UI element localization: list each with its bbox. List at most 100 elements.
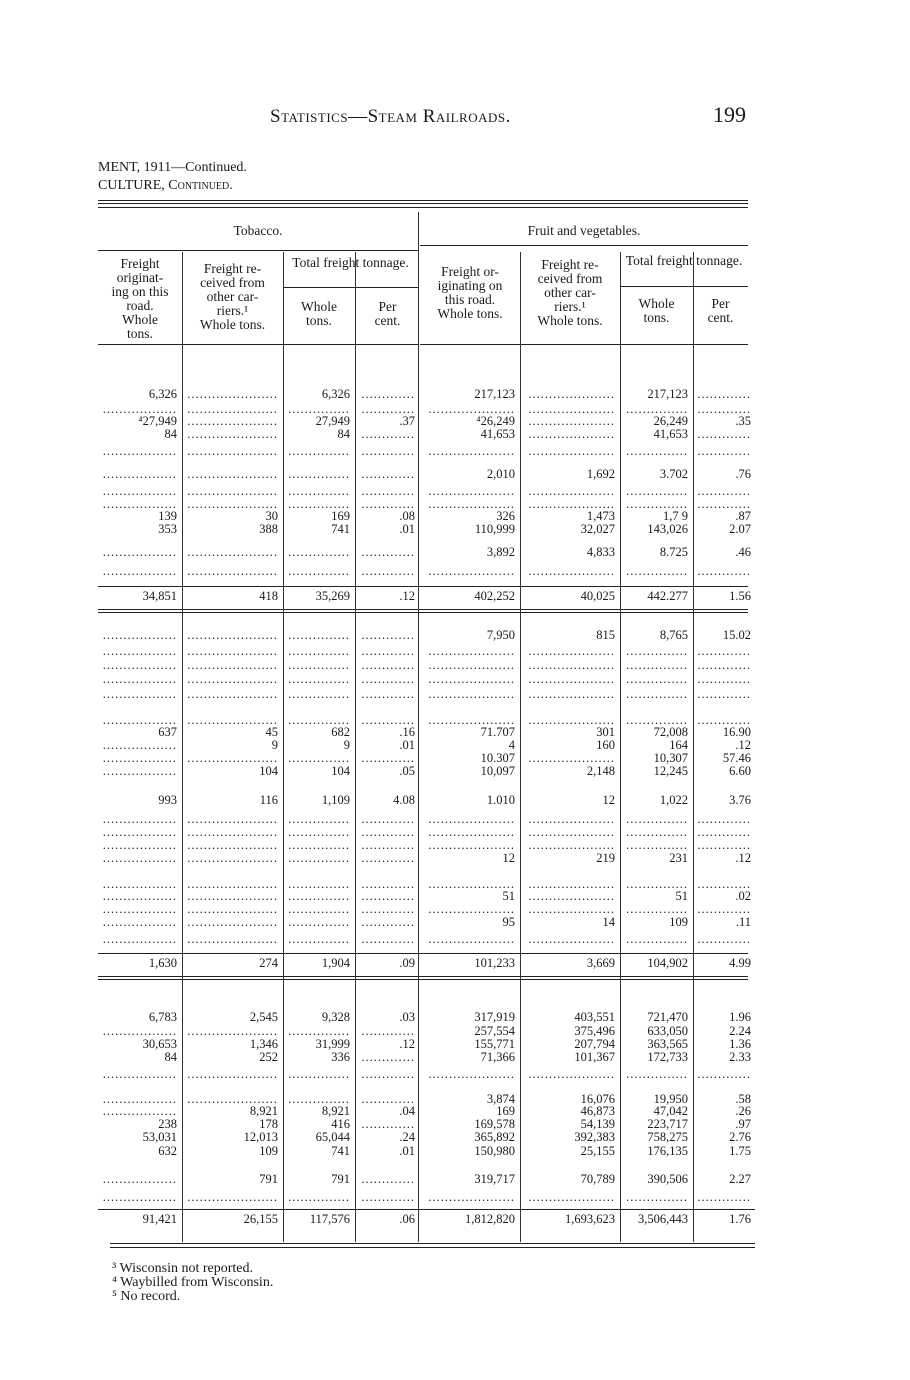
- leader-dots: .............: [361, 565, 415, 577]
- table-cell: 1,346: [249, 1038, 278, 1050]
- table-cell: 57.46: [722, 752, 751, 764]
- table-cell: 178: [259, 1118, 278, 1130]
- leader-dots: ..................: [102, 1025, 177, 1037]
- leader-dots: .............: [697, 403, 751, 415]
- leader-dots: ......................: [187, 933, 278, 945]
- leader-dots: ......................: [187, 485, 278, 497]
- table-cell: 336: [331, 1051, 350, 1063]
- leader-dots: .............: [361, 916, 415, 928]
- table-cell: 2.07: [729, 523, 751, 535]
- table-cell: 8,921: [321, 1105, 350, 1117]
- table-cell: .12: [399, 1038, 415, 1050]
- table-cell: 363,565: [647, 1038, 688, 1050]
- table-cell: 53,031: [142, 1131, 177, 1143]
- column-header-line: originat-: [116, 270, 164, 285]
- table-cell: 741: [331, 523, 350, 535]
- leader-dots: .............: [361, 878, 415, 890]
- table-cell: 3,669: [586, 957, 615, 969]
- table-cell: 30: [265, 510, 279, 522]
- leader-dots: ......................: [187, 826, 278, 838]
- leader-dots: .....................: [428, 933, 515, 945]
- table-rule: [98, 586, 748, 587]
- column-header: Per cent.: [355, 300, 420, 328]
- table-cell: 231: [669, 852, 688, 864]
- leader-dots: ...............: [626, 813, 688, 825]
- column-header-line: other car-: [206, 289, 259, 304]
- table-cell: 176,135: [647, 1145, 688, 1157]
- table-cell: 317,919: [474, 1011, 515, 1023]
- leader-dots: ...............: [626, 688, 688, 700]
- leader-dots: ......................: [187, 1025, 278, 1037]
- leader-dots: ..................: [102, 468, 177, 480]
- column-header: Freight or-iginating on this road. Whole t…: [420, 265, 520, 321]
- leader-dots: .....................: [528, 1068, 615, 1080]
- leader-dots: ..................: [102, 485, 177, 497]
- leader-dots: .....................: [428, 826, 515, 838]
- leader-dots: .............: [697, 673, 751, 685]
- table-cell: 8,765: [659, 629, 688, 641]
- table-cell: 51: [502, 890, 516, 902]
- table-cell: 26,155: [243, 1213, 278, 1225]
- leader-dots: .....................: [528, 688, 615, 700]
- leader-dots: .....................: [428, 839, 515, 851]
- leader-dots: .............: [361, 498, 415, 510]
- leader-dots: .....................: [428, 565, 515, 577]
- group-header-tobacco: Tobacco.: [233, 223, 283, 238]
- column-header-line: riers.¹: [554, 299, 586, 314]
- table-cell: 8,921: [249, 1105, 278, 1117]
- table-cell: 12: [502, 852, 516, 864]
- leader-dots: .............: [361, 629, 415, 641]
- leader-dots: .............: [361, 645, 415, 657]
- leader-dots: ......................: [187, 1093, 278, 1105]
- table-cell: 632: [158, 1145, 177, 1157]
- table-cell: 31,999: [315, 1038, 350, 1050]
- leader-dots: ...............: [626, 933, 688, 945]
- leader-dots: .............: [697, 714, 751, 726]
- leader-dots: ...............: [288, 565, 350, 577]
- leader-dots: ......................: [187, 629, 278, 641]
- table-cell: 1.75: [729, 1145, 751, 1157]
- column-header-line: ceived from: [200, 275, 265, 290]
- leader-dots: ...............: [288, 752, 350, 764]
- leader-dots: .............: [697, 659, 751, 671]
- table-cell: .87: [735, 510, 751, 522]
- leader-dots: ...............: [626, 659, 688, 671]
- table-cell: 84: [164, 1051, 178, 1063]
- table-cell: 4.99: [729, 957, 751, 969]
- leader-dots: .............: [697, 878, 751, 890]
- leader-dots: ..................: [102, 1173, 177, 1185]
- leader-dots: ......................: [187, 916, 278, 928]
- column-header-line: cent.: [374, 313, 401, 328]
- subgroup-header-fruit-total: Total freight tonnage.: [625, 253, 743, 268]
- table-cell: 8.725: [659, 546, 688, 558]
- column-header-line: ing on this: [111, 284, 169, 299]
- table-cell: 47,042: [653, 1105, 688, 1117]
- leader-dots: ..................: [102, 645, 177, 657]
- table-cell: 4,833: [586, 546, 615, 558]
- table-cell: 72,008: [653, 726, 688, 738]
- leader-dots: ..................: [102, 916, 177, 928]
- table-cell: 791: [331, 1173, 350, 1185]
- leader-dots: ...............: [288, 1093, 350, 1105]
- column-header-line: road.: [126, 298, 154, 313]
- table-cell: 2.27: [729, 1173, 751, 1185]
- leader-dots: ..................: [102, 1093, 177, 1105]
- leader-dots: ..................: [102, 813, 177, 825]
- leader-dots: .............: [361, 485, 415, 497]
- table-cell: 65,044: [315, 1131, 350, 1143]
- leader-dots: .............: [361, 403, 415, 415]
- leader-dots: ......................: [187, 813, 278, 825]
- leader-dots: .............: [361, 673, 415, 685]
- table-cell: .26: [735, 1105, 751, 1117]
- leader-dots: .....................: [528, 485, 615, 497]
- leader-dots: .....................: [528, 645, 615, 657]
- column-header-line: tons.: [127, 326, 153, 341]
- leader-dots: ......................: [187, 565, 278, 577]
- table-cell: 84: [337, 428, 351, 440]
- column-header-line: Whole tons.: [537, 313, 603, 328]
- leader-dots: ...............: [288, 852, 350, 864]
- column-header-line: cent.: [707, 310, 734, 325]
- leader-dots: .............: [697, 903, 751, 915]
- leader-dots: .............: [361, 714, 415, 726]
- table-cell: 70,789: [580, 1173, 615, 1185]
